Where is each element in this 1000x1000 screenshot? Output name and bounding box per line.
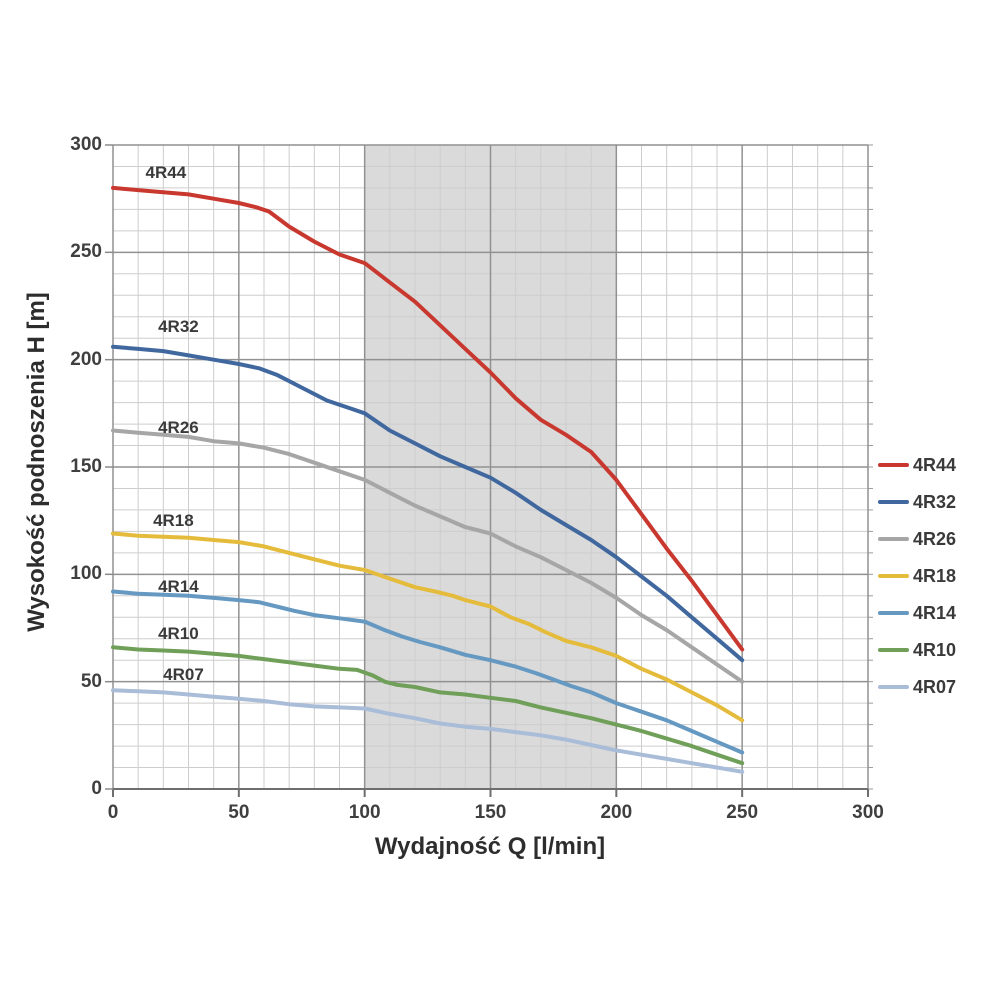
legend-item-4R32: 4R32 [878,492,956,512]
curve-label-4R26: 4R26 [158,418,199,438]
legend-line-swatch-4R07 [878,685,909,689]
curve-4R32 [111,344,745,663]
curve-4R44 [111,185,745,652]
y-axis-tick-label-150: 150 [70,456,102,477]
legend-label-4R07: 4R07 [913,677,957,697]
legend-item-4R18: 4R18 [878,566,956,586]
x-axis-tick-label-0: 0 [107,802,119,823]
curve-4R14 [111,589,745,755]
x-axis-tick-label-100: 100 [348,802,381,823]
legend-item-4R26: 4R26 [878,529,956,549]
curve-4R10 [111,645,745,766]
y-axis-tick-label-250: 250 [70,241,102,263]
legend-line-swatch-4R32 [878,500,909,504]
curve-label-4R07: 4R07 [163,665,204,685]
curve-label-4R14: 4R14 [158,577,199,597]
legend-item-4R07: 4R07 [878,677,956,697]
x-axis-tick-label-200: 200 [600,802,633,823]
x-axis-tick-label-150: 150 [474,802,507,823]
legend-item-4R14: 4R14 [878,603,956,623]
legend-line-swatch-4R44 [878,463,909,467]
x-axis-tick-label-50: 50 [228,802,250,823]
legend-item-4R10: 4R10 [878,640,956,660]
legend-label-4R44: 4R44 [913,455,957,475]
legend-line-swatch-4R14 [878,611,909,615]
legend-label-4R10: 4R10 [913,640,957,660]
legend-label-4R32: 4R32 [913,492,957,512]
curve-label-4R44: 4R44 [145,162,187,182]
legend-line-swatch-4R26 [878,537,909,541]
x-axis-title: Wydajność Q [l/min] [374,833,606,860]
legend-label-4R18: 4R18 [913,566,957,586]
curve-label-4R32: 4R32 [158,317,199,337]
y-axis-tick-label-0: 0 [91,778,102,799]
x-axis-tick-label-300: 300 [852,802,884,823]
legend-label-4R26: 4R26 [913,529,957,549]
legend-line-swatch-4R10 [878,648,909,652]
curve-label-4R10: 4R10 [158,624,199,644]
legend-line-swatch-4R18 [878,574,909,578]
y-axis-tick-label-50: 50 [80,670,102,692]
curve-4R18 [111,531,745,723]
curve-4R26 [111,428,745,684]
x-axis-tick-label-250: 250 [726,802,759,823]
curve-label-4R18: 4R18 [153,510,194,530]
legend-label-4R14: 4R14 [913,603,957,623]
legend-item-4R44: 4R44 [878,455,956,475]
y-axis-tick-label-100: 100 [70,563,102,585]
curve-4R07 [111,688,745,774]
y-axis-tick-label-300: 300 [70,134,102,155]
y-axis-tick-label-200: 200 [70,348,102,370]
